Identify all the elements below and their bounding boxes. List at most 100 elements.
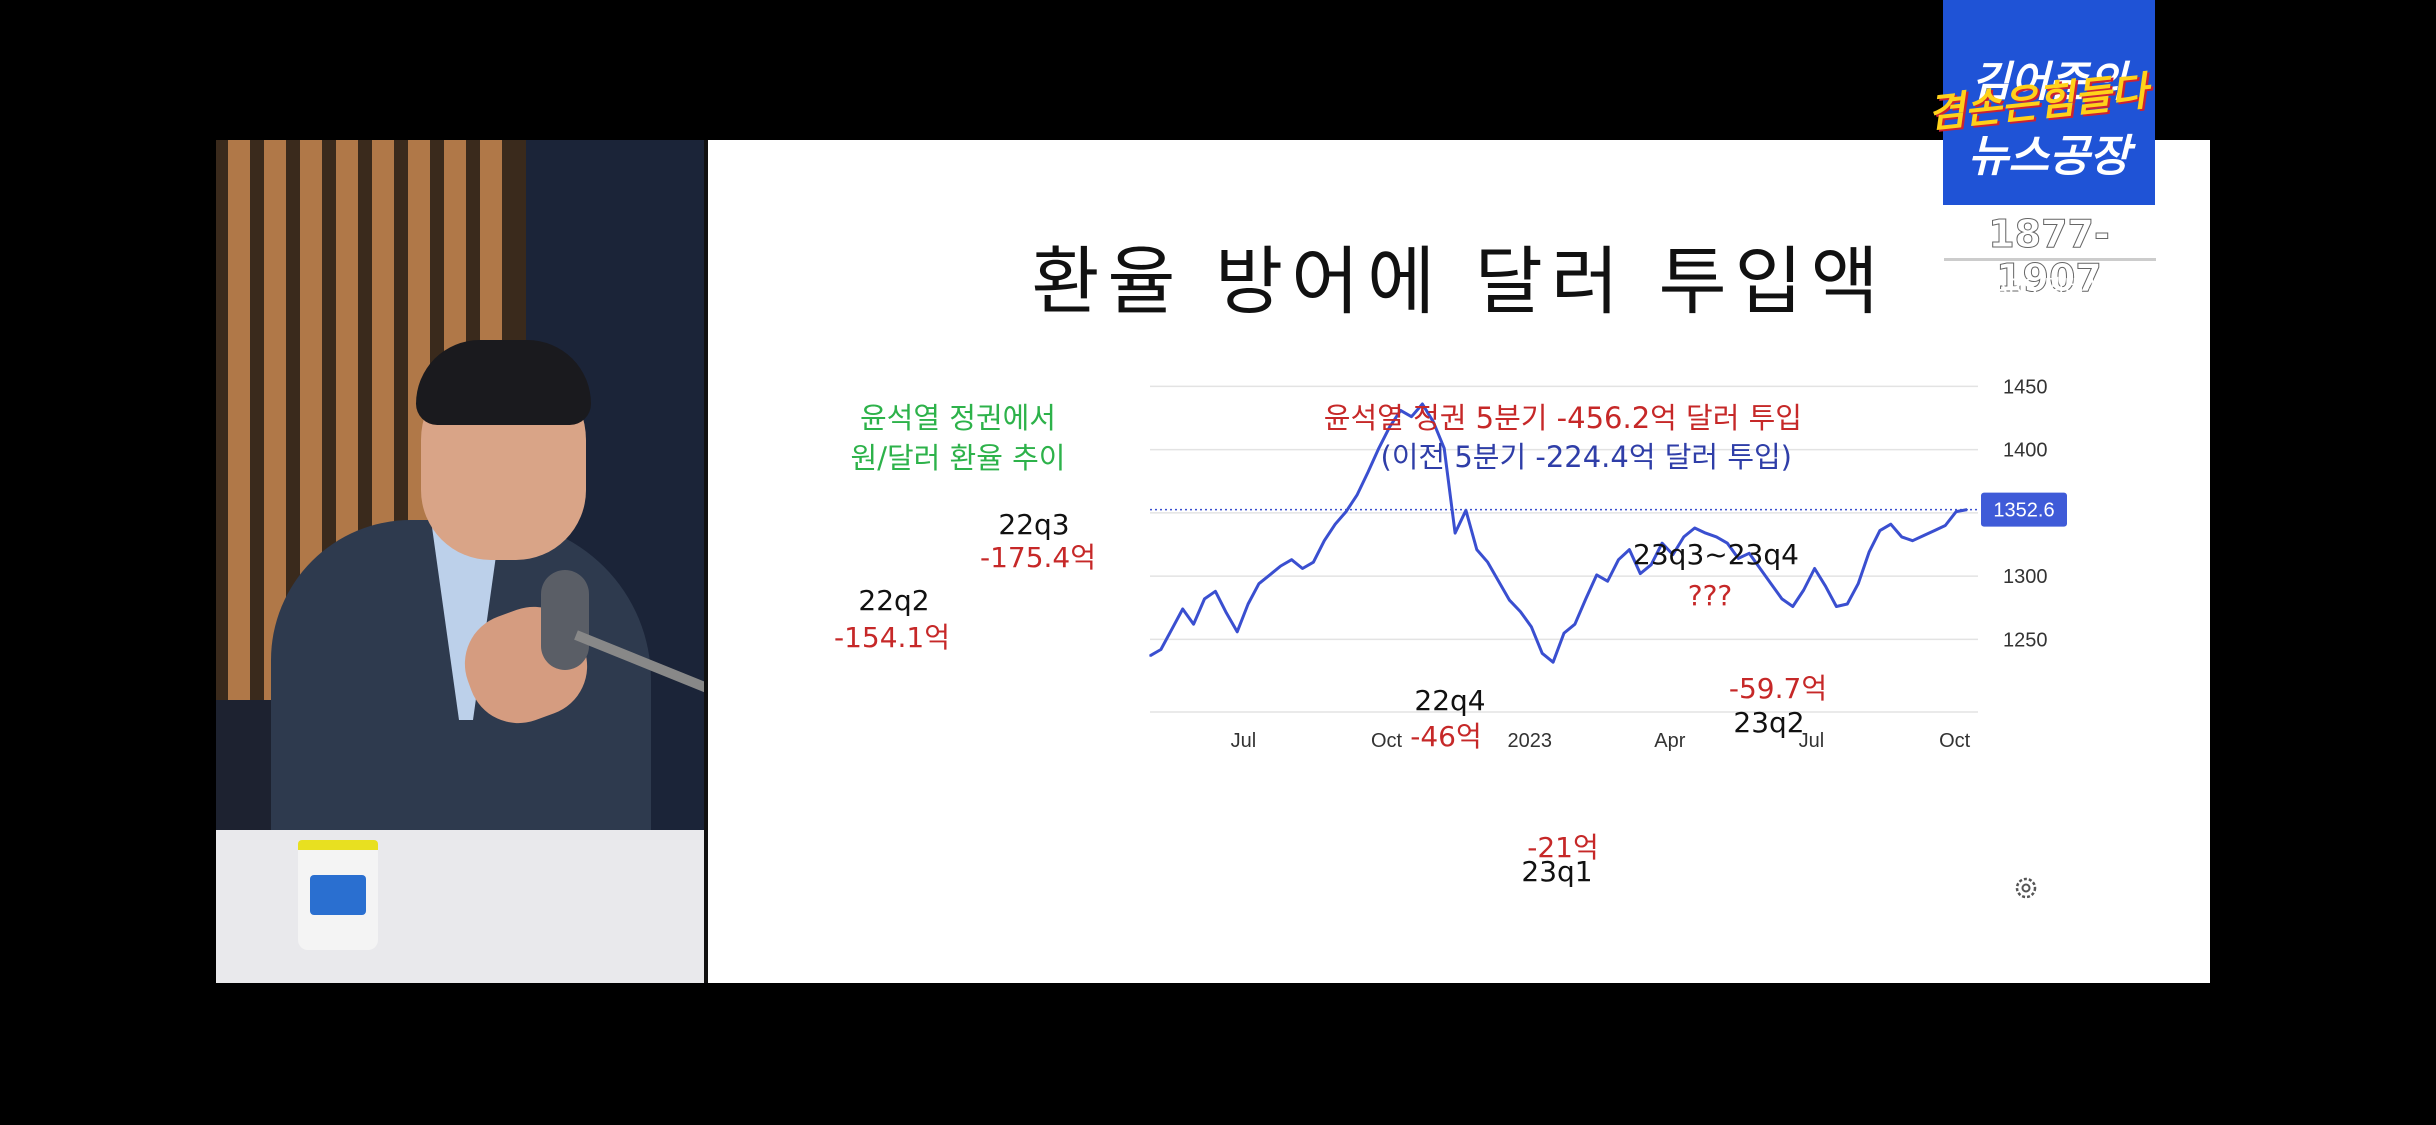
y-tick-label: 1300 bbox=[2003, 566, 2048, 588]
data-point bbox=[1781, 598, 1783, 600]
chart-annotation: ??? bbox=[1688, 579, 1733, 612]
wood-slat bbox=[228, 140, 250, 700]
data-point bbox=[1933, 529, 1936, 532]
data-point bbox=[1486, 561, 1489, 564]
current-value-badge bbox=[1981, 492, 2067, 527]
data-point bbox=[1868, 551, 1870, 553]
data-point bbox=[1356, 494, 1358, 496]
chart-annotation: 윤석열 정권에서 bbox=[860, 401, 1056, 435]
data-point bbox=[1661, 542, 1663, 545]
data-point bbox=[1465, 509, 1467, 512]
data-point bbox=[1639, 572, 1642, 575]
data-point bbox=[1269, 574, 1271, 576]
data-point bbox=[1301, 567, 1304, 570]
chart-annotation: -154.1억 bbox=[834, 621, 950, 654]
logo-line3: 뉴스공장 bbox=[1968, 131, 2130, 182]
data-point bbox=[1399, 409, 1402, 412]
data-point bbox=[1530, 625, 1533, 628]
data-point bbox=[1432, 420, 1435, 423]
data-point bbox=[1879, 529, 1881, 532]
data-point bbox=[1377, 447, 1380, 450]
chart-annotation: -46억 bbox=[1410, 720, 1482, 753]
data-point bbox=[1650, 563, 1652, 566]
chart-annotation: 23q3~23q4 bbox=[1633, 538, 1799, 571]
data-point bbox=[1704, 532, 1707, 534]
data-point bbox=[1443, 447, 1445, 450]
data-point bbox=[1791, 605, 1794, 608]
data-point bbox=[1519, 610, 1522, 613]
data-point bbox=[1606, 580, 1609, 582]
data-point bbox=[1410, 415, 1413, 418]
chart-annotation: 23q2 bbox=[1733, 706, 1804, 739]
show-logo: 김어준의 겸손은힘들다 뉴스공장 bbox=[1926, 0, 2155, 205]
chart-annotation: 22q3 bbox=[998, 508, 1069, 541]
data-point bbox=[1279, 565, 1282, 567]
data-point bbox=[1149, 655, 1151, 657]
data-point bbox=[1312, 561, 1315, 564]
slide: 환율 방어에 달러 투입액 1250 1300 1400 1450 Jul Oct 2023… bbox=[708, 140, 2210, 983]
x-tick-label: Jul bbox=[1231, 730, 1257, 752]
chart-annotation: 23q1 bbox=[1521, 855, 1592, 888]
data-point bbox=[1900, 536, 1903, 538]
x-tick-label: Apr bbox=[1654, 730, 1685, 752]
chart-annotation: -21억 bbox=[1527, 831, 1599, 864]
microphone-icon bbox=[541, 570, 589, 670]
data-point bbox=[1584, 598, 1587, 600]
data-point bbox=[1247, 603, 1249, 605]
chart-annotation: 윤석열 정권 5분기 -456.2억 달러 투입 bbox=[1324, 401, 1802, 435]
chart-annotation: 22q2 bbox=[858, 584, 929, 617]
data-point bbox=[1617, 558, 1620, 561]
data-point bbox=[1846, 603, 1849, 605]
exchange-rate-chart: 1250 1300 1400 1450 Jul Oct 2023 Apr Jul Oct 1352.… bbox=[834, 376, 2067, 899]
x-tick-label: Jul bbox=[1799, 730, 1825, 752]
data-point bbox=[1225, 612, 1228, 614]
data-point bbox=[1497, 580, 1500, 582]
data-point bbox=[1508, 599, 1511, 601]
data-point bbox=[1170, 628, 1173, 631]
chart-annotation: (이전 5분기 -224.4억 달러 투입) bbox=[1380, 440, 1792, 474]
data-point bbox=[1726, 542, 1729, 545]
data-point bbox=[1421, 403, 1424, 405]
data-point bbox=[1944, 524, 1947, 527]
data-point bbox=[1541, 652, 1544, 655]
data-point bbox=[1192, 623, 1195, 626]
camera-feed bbox=[216, 140, 704, 983]
data-point bbox=[1835, 605, 1838, 608]
data-point bbox=[1824, 585, 1827, 588]
data-point bbox=[1574, 623, 1576, 626]
y-tick-label: 1400 bbox=[2003, 440, 2048, 462]
chart-annotation: 22q4 bbox=[1414, 684, 1485, 717]
data-point bbox=[1476, 548, 1478, 551]
data-point bbox=[1388, 426, 1391, 428]
divider bbox=[704, 140, 708, 983]
data-point bbox=[1737, 557, 1740, 560]
data-point bbox=[1552, 661, 1554, 663]
ars-number: 1877-1907 bbox=[1988, 212, 2111, 301]
gear-icon bbox=[2015, 877, 2037, 899]
data-point bbox=[1334, 523, 1337, 526]
video-frame: 환율 방어에 달러 투입액 1250 1300 1400 1450 Jul Oct 2023… bbox=[216, 140, 2210, 983]
x-tick-label: 2023 bbox=[1508, 730, 1553, 752]
data-point bbox=[1672, 553, 1674, 556]
data-point bbox=[1955, 510, 1958, 513]
data-point bbox=[1966, 508, 1968, 511]
data-point bbox=[1454, 532, 1456, 534]
gear-icon-center bbox=[2021, 883, 2031, 893]
data-point bbox=[1160, 648, 1162, 651]
data-point bbox=[1683, 536, 1685, 538]
data-point bbox=[1802, 589, 1805, 591]
data-point bbox=[1214, 590, 1217, 593]
logo-line1: 김어준의 bbox=[1971, 57, 2127, 106]
data-point bbox=[1323, 539, 1326, 542]
chart-annotation: -59.7억 bbox=[1729, 672, 1827, 705]
data-point bbox=[1770, 582, 1772, 585]
data-point bbox=[1922, 534, 1925, 537]
x-tick-label: Oct bbox=[1371, 730, 1403, 752]
data-point bbox=[1345, 510, 1347, 513]
data-point bbox=[1181, 608, 1184, 610]
x-tick-label: Oct bbox=[1939, 730, 1971, 752]
data-point bbox=[1759, 567, 1761, 570]
data-point bbox=[1693, 527, 1696, 529]
data-point bbox=[1595, 574, 1598, 576]
data-point bbox=[1857, 582, 1859, 585]
